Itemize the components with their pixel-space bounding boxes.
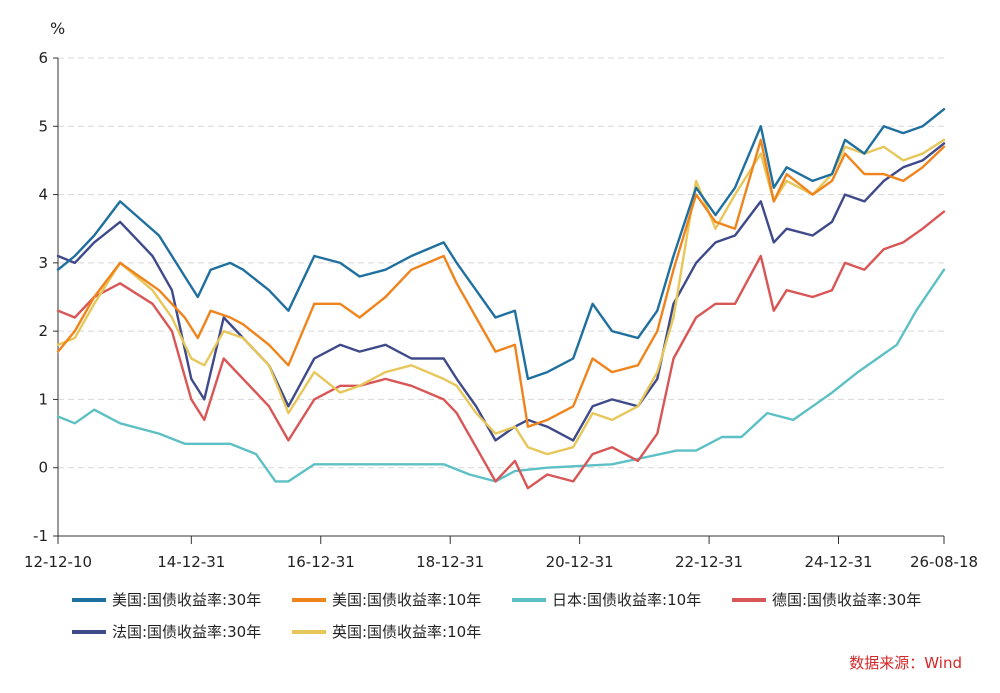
y-tick-label: 5 xyxy=(38,117,48,135)
series-line-1 xyxy=(56,138,946,428)
y-tick-label: 1 xyxy=(38,390,48,408)
legend-item-3: 德国:国债收益率:30年 xyxy=(732,591,921,609)
y-tick-label: 4 xyxy=(38,186,48,204)
legend-item-4: 法国:国债收益率:30年 xyxy=(72,623,261,641)
y-tick-label: 0 xyxy=(38,459,48,477)
y-tick-label: 6 xyxy=(38,49,48,67)
legend-label: 德国:国债收益率:30年 xyxy=(772,591,921,609)
gridlines xyxy=(58,57,944,469)
y-tick-label: 3 xyxy=(38,254,48,272)
legend: 美国:国债收益率:30年 美国:国债收益率:10年 日本:国债收益率:10年 德国:国… xyxy=(72,591,921,641)
y-tick-label: -1 xyxy=(33,527,48,545)
x-tick-label: 14-12-31 xyxy=(157,553,225,571)
x-tick-label: 12-12-10 xyxy=(24,553,92,571)
series-line-3 xyxy=(56,210,946,490)
legend-label: 美国:国债收益率:30年 xyxy=(112,591,261,609)
series-line-2 xyxy=(56,268,946,483)
x-tick-label: 22-12-31 xyxy=(675,553,743,571)
legend-item-1: 美国:国债收益率:10年 xyxy=(292,591,481,609)
x-tick-label: 20-12-31 xyxy=(546,553,614,571)
x-tick-label: 26-08-18 xyxy=(910,553,978,571)
series-lines xyxy=(56,108,946,490)
x-tick-label: 24-12-31 xyxy=(804,553,872,571)
legend-label: 日本:国债收益率:10年 xyxy=(552,591,701,609)
y-tick-label: 2 xyxy=(38,322,48,340)
axes: -1 0 1 2 3 4 5 6 12-12-10 14-12-31 16-12-31 18-12-3… xyxy=(24,49,978,571)
legend-item-0: 美国:国债收益率:30年 xyxy=(72,591,261,609)
data-source-note: 数据来源：Wind xyxy=(849,654,962,672)
legend-item-5: 英国:国债收益率:10年 xyxy=(292,623,481,641)
legend-label: 英国:国债收益率:10年 xyxy=(332,623,481,641)
x-tick-label: 18-12-31 xyxy=(416,553,484,571)
series-line-0 xyxy=(56,108,946,381)
y-axis-unit-label: % xyxy=(50,19,65,38)
legend-label: 美国:国债收益率:10年 xyxy=(332,591,481,609)
series-line-4 xyxy=(56,142,946,442)
x-tick-label: 16-12-31 xyxy=(287,553,355,571)
legend-item-2: 日本:国债收益率:10年 xyxy=(512,591,701,609)
legend-label: 法国:国债收益率:30年 xyxy=(112,623,261,641)
